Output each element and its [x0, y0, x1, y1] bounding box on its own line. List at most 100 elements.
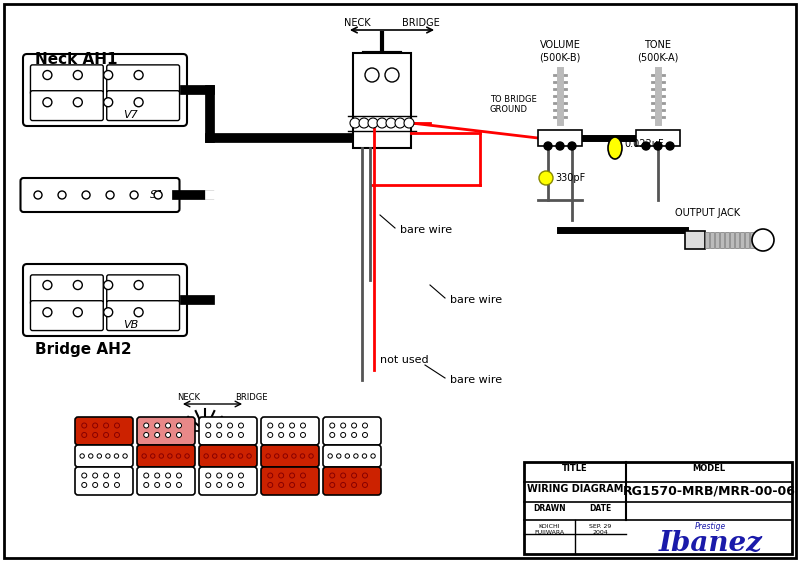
Circle shape — [341, 423, 346, 428]
Circle shape — [34, 191, 42, 199]
Circle shape — [341, 473, 346, 478]
FancyBboxPatch shape — [137, 445, 195, 467]
Circle shape — [97, 454, 102, 458]
Circle shape — [206, 433, 210, 437]
FancyBboxPatch shape — [30, 90, 103, 121]
Circle shape — [177, 433, 182, 437]
Circle shape — [144, 473, 149, 478]
Circle shape — [365, 68, 379, 82]
Text: WIRING DIAGRAM: WIRING DIAGRAM — [526, 484, 623, 494]
Circle shape — [104, 98, 113, 107]
Circle shape — [159, 454, 163, 458]
Circle shape — [89, 454, 93, 458]
Circle shape — [82, 473, 86, 478]
Circle shape — [278, 482, 284, 487]
FancyBboxPatch shape — [323, 417, 381, 445]
Circle shape — [351, 433, 357, 437]
FancyBboxPatch shape — [30, 301, 103, 330]
Circle shape — [166, 482, 170, 487]
Text: 0.022uF: 0.022uF — [624, 139, 664, 149]
Bar — [735, 232, 739, 248]
Circle shape — [328, 454, 332, 458]
Circle shape — [354, 454, 358, 458]
Circle shape — [274, 454, 279, 458]
Text: OUTPUT JACK: OUTPUT JACK — [675, 208, 740, 218]
Circle shape — [278, 433, 284, 437]
Circle shape — [114, 423, 119, 428]
Circle shape — [114, 482, 119, 487]
Text: Ibanez: Ibanez — [658, 530, 762, 557]
Circle shape — [290, 423, 294, 428]
Circle shape — [341, 433, 346, 437]
Circle shape — [221, 454, 226, 458]
Circle shape — [43, 71, 52, 80]
Circle shape — [337, 454, 341, 458]
Bar — [353, 53, 411, 148]
Circle shape — [330, 433, 334, 437]
FancyBboxPatch shape — [30, 275, 103, 305]
Text: DRAWN: DRAWN — [533, 504, 566, 513]
Circle shape — [371, 454, 375, 458]
Circle shape — [43, 280, 52, 289]
Circle shape — [154, 473, 160, 478]
Circle shape — [176, 454, 181, 458]
Text: RG1570-MRB/MRR-00-06: RG1570-MRB/MRR-00-06 — [622, 484, 795, 497]
Text: VB: VB — [123, 320, 138, 330]
Circle shape — [144, 433, 149, 437]
Bar — [750, 232, 754, 248]
Circle shape — [103, 482, 109, 487]
Circle shape — [206, 482, 210, 487]
FancyBboxPatch shape — [75, 467, 133, 495]
Circle shape — [301, 423, 306, 428]
FancyBboxPatch shape — [323, 467, 381, 495]
Circle shape — [227, 482, 233, 487]
Bar — [710, 232, 714, 248]
Circle shape — [330, 473, 334, 478]
Circle shape — [217, 473, 222, 478]
FancyBboxPatch shape — [106, 90, 179, 121]
Text: MODEL: MODEL — [692, 464, 726, 473]
Circle shape — [144, 482, 149, 487]
Text: bare wire: bare wire — [450, 375, 502, 385]
FancyBboxPatch shape — [199, 467, 257, 495]
Circle shape — [300, 454, 305, 458]
Text: SEP. 29
2004: SEP. 29 2004 — [589, 524, 611, 535]
Bar — [685, 231, 705, 249]
Circle shape — [134, 71, 143, 80]
Circle shape — [351, 473, 357, 478]
Circle shape — [104, 71, 113, 80]
Circle shape — [213, 454, 217, 458]
Circle shape — [283, 454, 287, 458]
Text: Bridge AH2: Bridge AH2 — [35, 342, 132, 357]
Circle shape — [227, 423, 233, 428]
Circle shape — [204, 454, 208, 458]
Bar — [705, 232, 709, 248]
Circle shape — [93, 433, 98, 437]
Circle shape — [385, 68, 399, 82]
Circle shape — [362, 423, 367, 428]
Circle shape — [103, 423, 109, 428]
Circle shape — [177, 423, 182, 428]
Circle shape — [130, 191, 138, 199]
Bar — [524, 462, 792, 554]
Circle shape — [247, 454, 251, 458]
Circle shape — [290, 473, 294, 478]
FancyBboxPatch shape — [30, 65, 103, 95]
Circle shape — [230, 454, 234, 458]
Circle shape — [386, 118, 396, 128]
Circle shape — [351, 482, 357, 487]
Circle shape — [217, 482, 222, 487]
Circle shape — [362, 473, 367, 478]
Text: TONE
(500K-A): TONE (500K-A) — [638, 40, 678, 62]
Circle shape — [82, 191, 90, 199]
FancyBboxPatch shape — [75, 445, 133, 467]
Text: NECK: NECK — [344, 18, 370, 28]
Circle shape — [166, 423, 170, 428]
Circle shape — [177, 482, 182, 487]
Circle shape — [290, 433, 294, 437]
Text: KOICHI
FUJIWARA: KOICHI FUJIWARA — [534, 524, 565, 535]
Bar — [715, 232, 719, 248]
Text: VOLUME
(500K-B): VOLUME (500K-B) — [539, 40, 581, 62]
Circle shape — [556, 142, 564, 150]
FancyBboxPatch shape — [106, 275, 179, 305]
